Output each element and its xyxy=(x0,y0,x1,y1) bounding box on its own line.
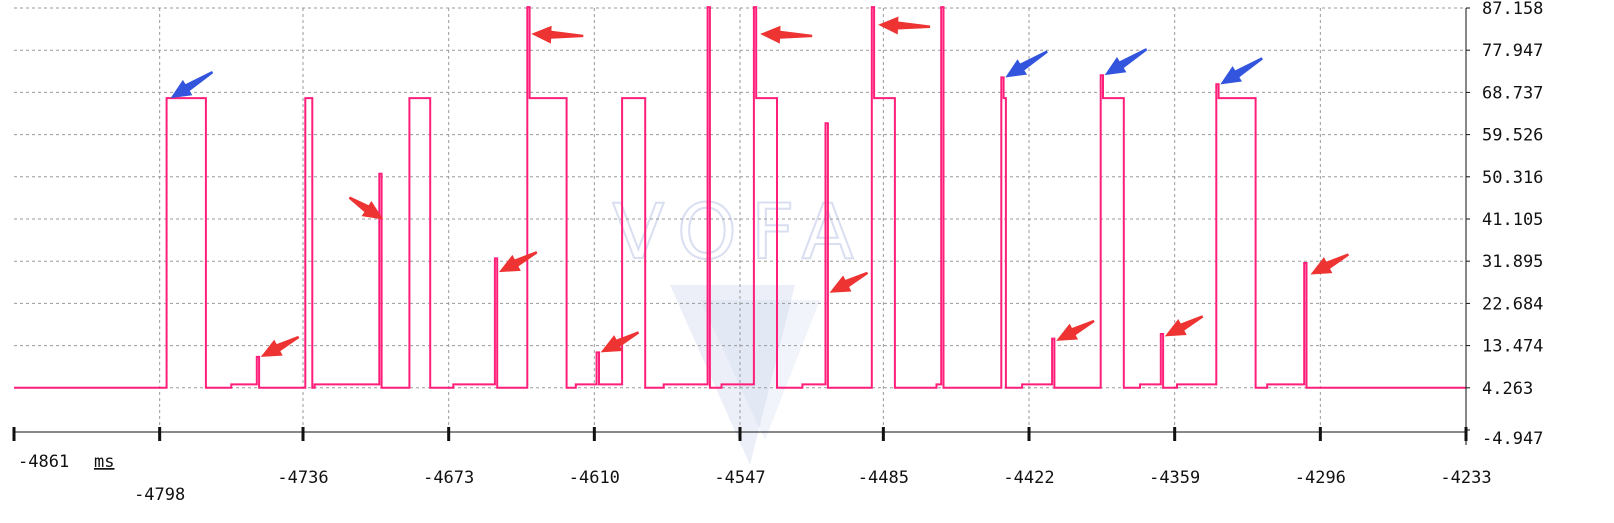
x-tick-mark xyxy=(738,427,742,441)
arrow-red xyxy=(829,271,869,293)
x-tick-mark xyxy=(12,427,16,441)
arrow-red xyxy=(348,196,384,220)
x-tick-mark xyxy=(447,427,451,441)
y-tick-label: 4.263 xyxy=(1482,379,1533,399)
x-tick-label: -4296 xyxy=(1295,468,1346,488)
annotation-arrows xyxy=(170,16,1350,357)
x-tick-mark xyxy=(1027,427,1031,441)
x-tick-mark xyxy=(1318,427,1322,441)
arrow-red xyxy=(498,251,538,273)
watermark-text: VOFA xyxy=(612,187,867,276)
signal-trace xyxy=(14,6,1466,389)
x-tick-label: -4233 xyxy=(1440,468,1491,488)
x-tick-label: -4861 xyxy=(18,452,69,472)
x-tick-label: -4798 xyxy=(134,485,185,505)
y-tick-label: 50.316 xyxy=(1482,168,1543,188)
arrow-blue xyxy=(1220,57,1263,85)
series-line xyxy=(14,6,1466,389)
x-tick-label: -4673 xyxy=(423,468,474,488)
x-tick-label: -4736 xyxy=(277,468,328,488)
grid-lines xyxy=(14,7,1467,430)
x-tick-label: -4359 xyxy=(1149,468,1200,488)
arrow-blue xyxy=(170,71,214,99)
arrow-red xyxy=(1310,253,1350,275)
arrow-red xyxy=(260,335,300,357)
x-tick-label: -4422 xyxy=(1003,468,1054,488)
y-tick-label: 68.737 xyxy=(1482,83,1543,103)
arrow-red xyxy=(531,25,584,44)
y-tick-label: -4.947 xyxy=(1482,429,1543,449)
x-tick-mark xyxy=(301,427,305,441)
arrow-red xyxy=(760,25,813,44)
arrow-red xyxy=(1056,319,1095,341)
arrow-blue xyxy=(1005,50,1048,78)
y-tick-label: 77.947 xyxy=(1482,41,1543,61)
x-axis: -4861 -4798 -4736 -4673 -4610 -4547 -4485 -4422… xyxy=(12,427,1492,505)
y-tick-label: 87.158 xyxy=(1482,0,1543,19)
arrow-red xyxy=(878,16,931,35)
y-tick-label: 13.474 xyxy=(1482,337,1543,357)
watermark-shape xyxy=(700,300,820,440)
x-tick-mark xyxy=(881,427,885,441)
watermark-logo: VOFA xyxy=(611,186,867,465)
watermark-shape xyxy=(670,285,795,465)
y-tick-label: 59.526 xyxy=(1482,126,1543,146)
x-tick-label: -4485 xyxy=(858,468,909,488)
arrow-red xyxy=(600,331,640,353)
y-tick-label: 22.684 xyxy=(1482,294,1543,314)
x-tick-mark xyxy=(592,427,596,441)
arrow-blue xyxy=(1104,48,1148,76)
y-tick-label: 31.895 xyxy=(1482,252,1543,272)
arrow-red xyxy=(1164,315,1204,337)
y-axis: 87.158 77.947 68.737 59.526 50.316 41.105 31.8… xyxy=(1465,0,1543,449)
x-tick-label: -4610 xyxy=(569,468,620,488)
y-tick-label: 41.105 xyxy=(1482,210,1543,230)
x-unit-label: ms xyxy=(94,452,114,472)
x-tick-mark xyxy=(1173,427,1177,441)
x-tick-label: -4547 xyxy=(714,468,765,488)
x-tick-mark xyxy=(158,427,162,441)
